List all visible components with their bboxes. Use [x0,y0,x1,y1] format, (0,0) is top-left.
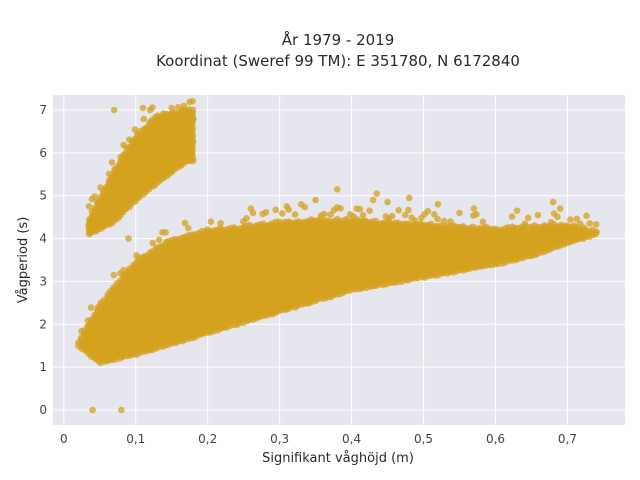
data-point [424,207,432,215]
data-point [207,218,215,225]
data-point [508,213,516,220]
data-point [321,210,328,218]
data-point [185,224,192,232]
data-point [434,215,441,223]
data-point [356,205,364,213]
data-point [155,236,163,244]
data-point [592,221,600,228]
data-point [243,215,250,222]
data-point [554,213,561,221]
data-point [473,211,480,218]
data-point [181,219,189,227]
data-point [593,228,600,236]
data-point [524,214,532,222]
data-point [272,206,280,214]
data-point [583,212,590,219]
data-point [567,216,574,223]
data-point [291,211,299,218]
data-point [337,205,344,212]
data-point [395,207,403,214]
data-point [534,211,542,219]
data-point [388,212,396,220]
data-point [108,159,116,166]
data-point [217,220,224,227]
data-point [359,211,367,219]
data-point [262,209,270,216]
data-point [586,220,593,227]
chart-title-line1: År 1979 - 2019 [282,30,395,49]
data-point [140,115,147,123]
data-point [278,210,286,217]
data-point [149,239,156,247]
gridlines [53,95,625,425]
data-point [366,207,373,214]
data-point [87,304,95,311]
data-points [75,97,600,414]
data-point [162,229,169,236]
data-point [405,206,412,214]
data-point [110,271,118,279]
chart-title-line2: Koordinat (Sweref 99 TM): E 351780, N 61… [156,52,520,70]
